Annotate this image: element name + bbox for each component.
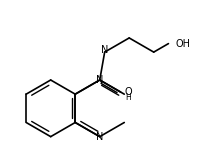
Text: N: N [101, 45, 108, 55]
Text: N: N [96, 132, 103, 142]
Text: N: N [96, 75, 103, 85]
Text: H: H [125, 93, 131, 102]
Text: OH: OH [176, 39, 191, 49]
Text: O: O [125, 87, 133, 97]
